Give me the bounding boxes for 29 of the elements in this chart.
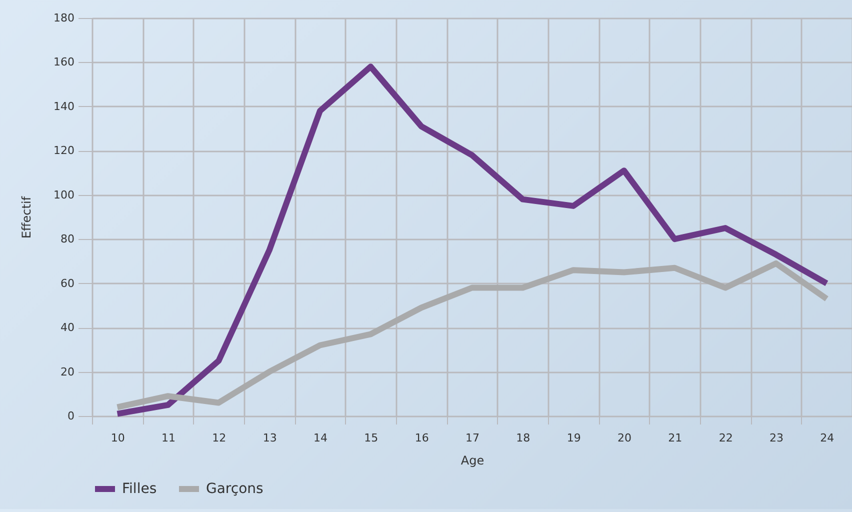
x-tick-label: 18 (516, 432, 530, 444)
x-tick-label: 11 (162, 432, 176, 444)
y-tick-label: 100 (54, 188, 74, 202)
x-tick-label: 14 (314, 432, 328, 444)
x-tick-label: 17 (466, 432, 480, 444)
legend-label: Filles (122, 481, 157, 497)
y-tick-label: 160 (54, 56, 74, 69)
y-tick-label: 80 (60, 232, 74, 246)
y-tick-label: 140 (54, 100, 74, 113)
x-tick-label: 15 (364, 432, 378, 444)
x-tick-label: 12 (212, 432, 226, 444)
y-tick-label: 40 (60, 321, 74, 334)
y-axis-title: Effectif (20, 196, 34, 239)
x-axis-title: Age (460, 454, 484, 468)
legend-label: Garçons (206, 481, 264, 497)
y-tick-label: 0 (68, 410, 74, 422)
x-tick-label: 19 (566, 432, 581, 444)
x-tick-label: 22 (718, 432, 733, 444)
x-tick-label: 10 (110, 432, 125, 444)
x-tick-label: 20 (618, 432, 632, 444)
x-tick-label: 16 (414, 432, 429, 444)
x-tick-label: 21 (668, 432, 682, 444)
x-tick-label: 24 (820, 432, 834, 444)
y-tick-label: 120 (54, 144, 74, 158)
y-tick-label: 60 (60, 276, 74, 290)
x-tick-label: 23 (770, 432, 784, 444)
y-tick-label: 20 (60, 365, 74, 378)
x-tick-label: 13 (262, 432, 277, 444)
y-tick-label: 180 (54, 12, 74, 24)
